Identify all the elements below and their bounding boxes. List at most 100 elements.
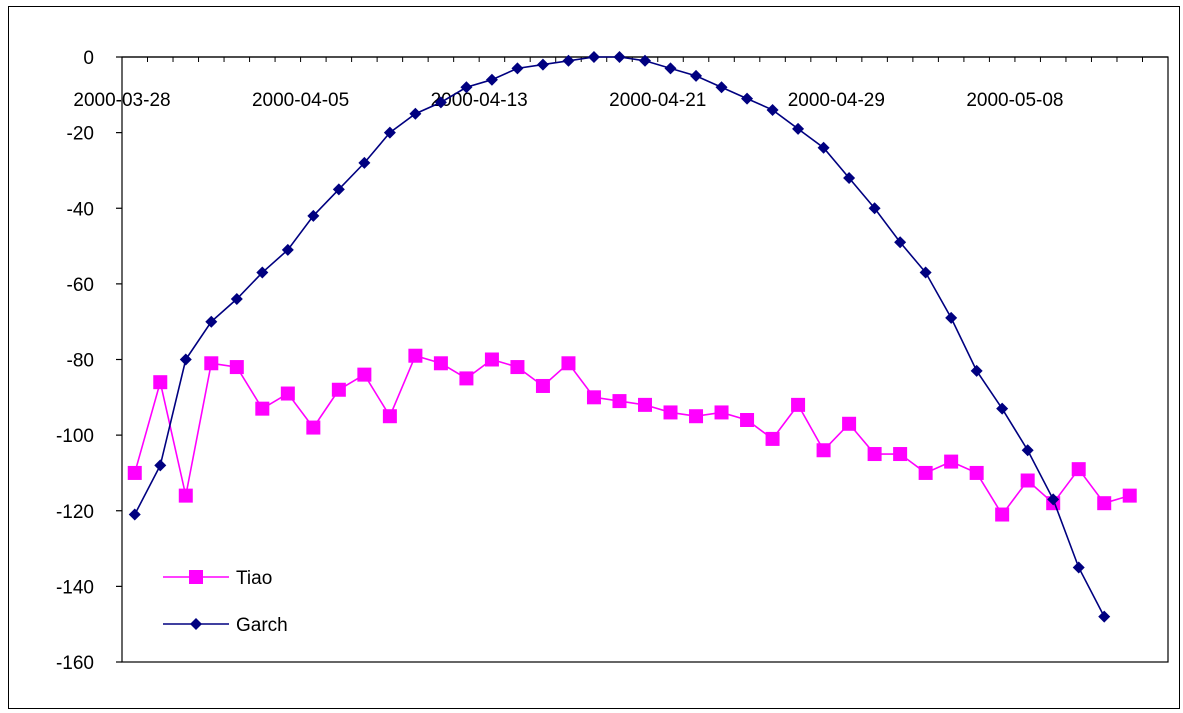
data-point-tiao <box>255 401 270 416</box>
data-point-tiao <box>535 378 550 393</box>
legend: Tiao Garch <box>163 568 288 636</box>
data-point-garch <box>383 126 396 139</box>
data-point-tiao <box>842 416 857 431</box>
legend-label: Tiao <box>236 568 272 589</box>
data-point-garch <box>230 293 243 305</box>
data-point-garch <box>792 122 805 135</box>
data-point-tiao <box>918 465 933 480</box>
data-point-garch <box>511 62 524 75</box>
data-point-tiao <box>586 390 601 405</box>
data-point-tiao <box>816 443 831 458</box>
data-point-tiao <box>433 356 448 371</box>
y-tick-label: -140 <box>56 577 94 598</box>
data-point-tiao <box>638 397 652 412</box>
data-point-garch <box>919 266 932 279</box>
legend-marker <box>189 570 203 584</box>
data-point-garch <box>358 156 371 169</box>
y-tick-label: -120 <box>56 502 94 523</box>
data-point-garch <box>128 508 141 521</box>
data-point-tiao <box>1097 496 1112 511</box>
y-tick-label: -160 <box>56 653 94 674</box>
data-point-garch <box>332 183 345 196</box>
legend-label: Garch <box>236 615 288 636</box>
data-point-garch <box>205 315 218 328</box>
data-point-tiao <box>969 465 984 480</box>
data-point-garch <box>843 172 856 184</box>
data-point-garch <box>945 311 958 324</box>
series-line-garch <box>134 56 1105 617</box>
y-tick-label: -20 <box>67 124 94 145</box>
legend-marker <box>190 618 202 630</box>
data-point-tiao <box>484 352 499 367</box>
data-point-garch <box>409 107 422 120</box>
data-point-tiao <box>459 371 474 386</box>
series-line-tiao <box>133 354 1130 516</box>
data-point-garch <box>179 353 192 366</box>
data-point-tiao <box>995 507 1010 522</box>
data-point-tiao <box>1071 462 1086 477</box>
data-point-garch <box>460 81 473 94</box>
data-point-garch <box>281 243 294 256</box>
data-point-garch <box>613 51 626 63</box>
data-point-garch <box>154 459 167 472</box>
data-point-tiao <box>331 382 346 397</box>
data-point-tiao <box>510 360 525 375</box>
data-point-tiao <box>893 447 908 462</box>
data-point-garch <box>766 103 779 116</box>
data-point-tiao <box>229 360 244 375</box>
x-tick-label: 2000-04-21 <box>609 90 706 111</box>
data-point-tiao <box>153 375 168 390</box>
series-garch <box>128 51 1111 623</box>
data-point-tiao <box>127 465 142 480</box>
data-point-tiao <box>1020 473 1035 488</box>
data-point-garch <box>970 364 983 377</box>
x-tick-label: 2000-04-13 <box>431 90 528 111</box>
data-point-tiao <box>204 356 219 371</box>
x-tick-label: 2000-03-28 <box>73 90 170 111</box>
data-point-garch <box>715 81 728 94</box>
plot-border <box>121 56 1169 663</box>
data-point-garch <box>664 62 677 75</box>
data-point-tiao <box>306 420 321 435</box>
y-tick-label: -60 <box>67 275 94 296</box>
data-point-garch <box>868 202 881 215</box>
data-point-garch <box>639 54 651 67</box>
data-point-garch <box>690 69 703 82</box>
data-point-tiao <box>408 348 423 363</box>
data-point-tiao <box>382 409 397 424</box>
y-axis: 0 -20 -40 -60 -80 -100 -120 -140 -160 <box>56 48 122 674</box>
data-point-garch <box>1098 610 1111 623</box>
data-point-garch <box>562 54 575 67</box>
data-point-tiao <box>689 409 704 424</box>
y-tick-label: -80 <box>67 351 94 372</box>
x-tick-label: 2000-04-05 <box>252 90 349 111</box>
data-point-garch <box>1047 493 1060 506</box>
data-point-garch <box>894 236 907 249</box>
data-point-tiao <box>280 386 295 401</box>
data-point-tiao <box>867 447 882 462</box>
data-point-garch <box>741 92 754 105</box>
data-point-tiao <box>663 405 678 420</box>
y-tick-label: 0 <box>83 48 94 69</box>
x-tick-label: 2000-04-29 <box>788 90 885 111</box>
plot-area <box>121 56 1169 663</box>
series-tiao <box>127 348 1137 522</box>
data-point-garch <box>307 209 320 222</box>
data-point-tiao <box>612 394 627 409</box>
data-point-garch <box>996 402 1009 415</box>
x-axis: 2000-03-28 2000-04-05 2000-04-13 2000-04-21… <box>73 56 1169 111</box>
data-point-tiao <box>357 367 372 382</box>
data-point-tiao <box>791 397 806 412</box>
legend-item-garch: Garch <box>163 615 288 636</box>
data-point-garch <box>1021 444 1034 457</box>
x-tick-label: 2000-05-08 <box>966 90 1063 111</box>
y-tick-label: -40 <box>67 199 94 220</box>
data-point-tiao <box>178 488 193 503</box>
chart-frame <box>8 6 1180 709</box>
data-point-tiao <box>1122 488 1137 503</box>
data-point-garch <box>587 51 600 63</box>
data-point-tiao <box>944 454 959 469</box>
y-tick-label: -100 <box>56 426 94 447</box>
data-point-garch <box>536 58 549 71</box>
